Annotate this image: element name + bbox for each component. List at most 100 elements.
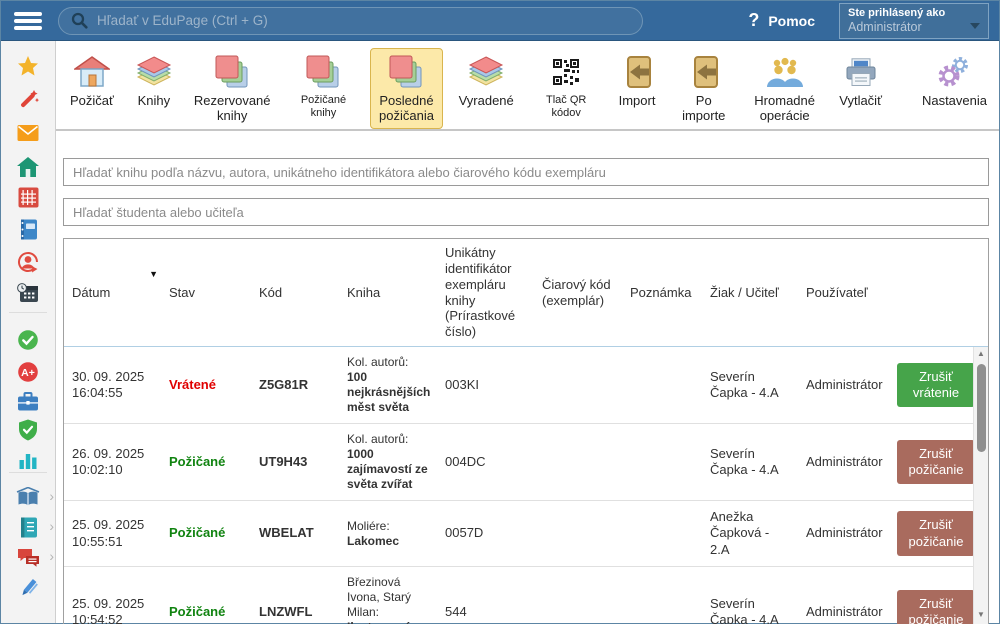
col-kod[interactable]: Kód bbox=[251, 239, 339, 346]
global-search-input[interactable]: Hľadať v EduPage (Ctrl + G) bbox=[58, 7, 643, 35]
question-mark-icon: ? bbox=[748, 10, 759, 31]
col-pouzivatel[interactable]: Používateľ bbox=[798, 239, 889, 346]
menu-hamburger-icon[interactable] bbox=[14, 9, 44, 33]
planning-calendar-icon[interactable] bbox=[15, 281, 41, 305]
book-search-input[interactable] bbox=[63, 158, 989, 186]
cell-ciarovy-kod bbox=[534, 424, 622, 501]
attendance-check-icon[interactable] bbox=[15, 328, 41, 352]
house-icon bbox=[74, 53, 110, 91]
agenda-briefcase-icon[interactable] bbox=[15, 389, 41, 413]
col-ziak-ucitel[interactable]: Žiak / Učiteľ bbox=[702, 239, 798, 346]
signature-pen-icon[interactable] bbox=[15, 576, 41, 600]
cell-akcia: Zrušiť požičanie bbox=[889, 501, 975, 567]
tool-tlac-qr-kodov[interactable]: Tlač QR kódov bbox=[530, 48, 603, 124]
documents-journal-icon[interactable]: › bbox=[15, 515, 41, 539]
library-book-icon[interactable]: › bbox=[15, 485, 41, 509]
cancel-return-button[interactable]: Zrušiť vrátenie bbox=[897, 363, 975, 408]
scroll-thumb[interactable] bbox=[977, 364, 986, 452]
grades-a-plus-icon[interactable]: A+ bbox=[15, 360, 41, 384]
col-stav[interactable]: Stav bbox=[161, 239, 251, 346]
tool-pozicane-knihy[interactable]: Požičané knihy bbox=[287, 48, 361, 124]
loans-table-body: 30. 09. 2025 16:04:55 Vrátené Z5G81R Kol… bbox=[64, 347, 975, 624]
communication-chat-icon[interactable]: › bbox=[15, 545, 41, 569]
cell-akcia: Zrušiť vrátenie bbox=[889, 347, 975, 424]
chevron-right-icon: › bbox=[49, 518, 54, 534]
cell-ziak: Anežka Čapková - 2.A bbox=[702, 501, 798, 567]
tool-vytlacit[interactable]: Vytlačiť bbox=[833, 48, 888, 114]
edupage-window: Hľadať v EduPage (Ctrl + G) ? Pomoc Ste … bbox=[0, 0, 1000, 624]
favorites-star-icon[interactable] bbox=[15, 54, 41, 78]
cell-ciarovy-kod bbox=[534, 347, 622, 424]
results-chart-icon[interactable] bbox=[15, 448, 41, 472]
table-scrollbar[interactable]: ▲ ▼ bbox=[973, 347, 988, 624]
col-kniha[interactable]: Kniha bbox=[339, 239, 437, 346]
tool-pozicat[interactable]: Požičať bbox=[64, 48, 120, 114]
chevron-right-icon: › bbox=[49, 488, 54, 504]
person-search-input[interactable] bbox=[63, 198, 989, 226]
cell-poznamka bbox=[622, 347, 702, 424]
help-button[interactable]: ? Pomoc bbox=[748, 10, 815, 31]
dropdown-caret-icon bbox=[970, 23, 980, 29]
cancel-loan-button[interactable]: Zrušiť požičanie bbox=[897, 511, 975, 556]
cell-kod: LNZWFL bbox=[251, 566, 339, 624]
tool-knihy[interactable]: Knihy bbox=[130, 48, 178, 114]
cell-datum: 25. 09. 2025 10:55:51 bbox=[64, 501, 161, 567]
cell-poznamka bbox=[622, 566, 702, 624]
table-row: 30. 09. 2025 16:04:55 Vrátené Z5G81R Kol… bbox=[64, 347, 975, 424]
cancel-loan-button[interactable]: Zrušiť požičanie bbox=[897, 440, 975, 485]
cell-datum: 26. 09. 2025 10:02:10 bbox=[64, 424, 161, 501]
tool-hromadne-operacie[interactable]: Hromadné operácie bbox=[746, 48, 823, 129]
scroll-down-icon[interactable]: ▼ bbox=[974, 608, 988, 622]
table-row: 26. 09. 2025 10:02:10 Požičané UT9H43 Ko… bbox=[64, 424, 975, 501]
cell-stav: Požičané bbox=[161, 424, 251, 501]
col-akcie bbox=[889, 239, 975, 346]
col-poznamka[interactable]: Poznámka bbox=[622, 239, 702, 346]
col-ciarovy-kod[interactable]: Čiarový kód (exemplár) bbox=[534, 239, 622, 346]
notebook-icon[interactable] bbox=[15, 217, 41, 241]
table-row: 25. 09. 2025 10:55:51 Požičané WBELAT Mo… bbox=[64, 501, 975, 567]
search-placeholder: Hľadať v EduPage (Ctrl + G) bbox=[97, 13, 268, 28]
cell-identifikator: 0057D bbox=[437, 501, 534, 567]
tool-po-importe[interactable]: Po importe bbox=[671, 48, 736, 129]
topbar: Hľadať v EduPage (Ctrl + G) ? Pomoc Ste … bbox=[1, 1, 999, 41]
tool-rezervovane-knihy[interactable]: Rezervované knihy bbox=[188, 48, 277, 129]
cell-ziak: Severín Čapka - 4.A bbox=[702, 566, 798, 624]
scroll-up-icon[interactable]: ▲ bbox=[974, 347, 988, 361]
magic-wand-icon[interactable] bbox=[15, 88, 41, 112]
loans-table: Dátum▼ Stav Kód Kniha Unikátny identifik… bbox=[63, 238, 989, 624]
cell-stav: Požičané bbox=[161, 501, 251, 567]
col-datum[interactable]: Dátum▼ bbox=[64, 239, 161, 346]
tool-nastavenia[interactable]: Nastavenia bbox=[916, 48, 993, 114]
stacked-books-icon bbox=[306, 53, 340, 91]
people-icon bbox=[765, 53, 805, 91]
layers-icon bbox=[468, 53, 504, 91]
substitution-person-icon[interactable] bbox=[15, 250, 41, 274]
tool-import[interactable]: Import bbox=[613, 48, 662, 114]
import-door-icon bbox=[622, 53, 652, 91]
tool-posledne-pozicania[interactable]: Posledné požičania bbox=[370, 48, 442, 129]
cancel-loan-button[interactable]: Zrušiť požičanie bbox=[897, 590, 975, 624]
cell-ciarovy-kod bbox=[534, 501, 622, 567]
school-home-icon[interactable] bbox=[15, 154, 41, 178]
qr-code-icon bbox=[551, 53, 581, 91]
stacked-books-icon bbox=[389, 53, 423, 91]
search-icon bbox=[71, 12, 88, 29]
tool-vyradene[interactable]: Vyradené bbox=[453, 48, 520, 114]
admin-shield-icon[interactable] bbox=[15, 418, 41, 442]
cell-pouzivatel: Administrátor bbox=[798, 347, 889, 424]
cell-ziak: Severín Čapka - 4.A bbox=[702, 424, 798, 501]
cell-pouzivatel: Administrátor bbox=[798, 566, 889, 624]
loans-table-header: Dátum▼ Stav Kód Kniha Unikátny identifik… bbox=[64, 239, 975, 346]
cell-akcia: Zrušiť požičanie bbox=[889, 566, 975, 624]
account-menu[interactable]: Ste prihlásený ako Administrátor bbox=[839, 3, 989, 39]
import-door-icon bbox=[689, 53, 719, 91]
svg-text:A+: A+ bbox=[21, 367, 35, 379]
col-identifikator[interactable]: Unikátny identifikátor exempláru knihy (… bbox=[437, 239, 534, 346]
cell-identifikator: 003KI bbox=[437, 347, 534, 424]
cell-kniha: Kol. autorů:100 nejkrásnějších měst svět… bbox=[339, 347, 437, 424]
messages-envelope-icon[interactable] bbox=[15, 121, 41, 145]
timetable-grid-icon[interactable] bbox=[15, 185, 41, 209]
chevron-right-icon: › bbox=[49, 548, 54, 564]
cell-stav: Požičané bbox=[161, 566, 251, 624]
stacked-books-icon bbox=[215, 53, 249, 91]
